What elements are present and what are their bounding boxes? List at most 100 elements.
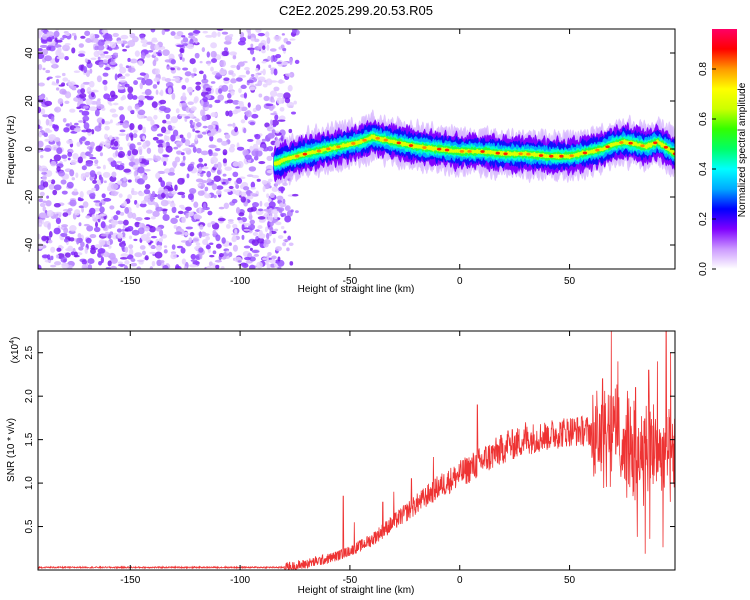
heatmap-noise-cell: [268, 257, 273, 261]
heatmap-ridge-cell: [442, 147, 446, 152]
heatmap-noise-cell: [117, 86, 125, 90]
heatmap-noise-cell: [188, 237, 193, 243]
heatmap-noise-cell: [131, 191, 138, 196]
heatmap-noise-cell: [238, 212, 245, 217]
heatmap-noise-cell: [79, 93, 87, 99]
heatmap-noise-cell: [222, 173, 227, 177]
heatmap-noise-cell: [44, 259, 52, 263]
heatmap-noise-cell: [165, 181, 173, 186]
heatmap-noise-cell: [207, 63, 211, 66]
heatmap-noise-cell: [117, 261, 123, 265]
heatmap-noise-cell: [181, 102, 188, 107]
heatmap-noise-cell: [191, 73, 195, 78]
heatmap-noise-cell: [286, 247, 290, 252]
heatmap-ridge-cell: [311, 149, 315, 155]
heatmap-noise-cell: [221, 140, 228, 146]
heatmap-noise-cell: [267, 178, 273, 183]
heatmap-noise-cell: [193, 201, 199, 208]
heatmap-noise-cell: [123, 219, 129, 226]
heatmap-noise-cell: [61, 263, 69, 269]
heatmap-noise-cell: [185, 212, 189, 219]
heatmap-noise-cell: [164, 78, 172, 83]
heatmap-noise-cell: [53, 30, 60, 38]
colorbar-tick-label: 0.4: [698, 162, 709, 176]
heatmap-noise-cell: [239, 31, 245, 38]
heatmap-noise-cell: [221, 237, 226, 244]
heatmap-noise-cell: [104, 139, 111, 146]
heatmap-noise-cell: [158, 237, 164, 243]
heatmap-peak-cell: [653, 141, 658, 145]
heatmap-noise-cell: [189, 264, 197, 268]
heatmap-noise-cell: [86, 225, 94, 232]
snr-series-line: [38, 331, 675, 570]
heatmap-noise-cell: [110, 219, 119, 226]
colorbar-ticks: 0.0 0.2 0.4 0.6 0.8: [698, 62, 716, 276]
heatmap-ridge-cell: [521, 151, 525, 157]
spectrogram-x-tick-label: -50: [343, 276, 358, 287]
heatmap-noise-cell: [211, 31, 217, 38]
heatmap-noise-cell: [41, 235, 48, 241]
heatmap-noise-cell: [266, 155, 273, 162]
heatmap-noise-cell: [250, 73, 255, 78]
colorbar-tick-label: 0.2: [698, 212, 709, 226]
heatmap-noise-cell: [205, 34, 213, 38]
heatmap-noise-cell: [144, 169, 151, 172]
heatmap-noise-cell: [151, 190, 156, 197]
heatmap-noise-cell: [207, 124, 214, 130]
heatmap-noise-cell: [118, 146, 123, 151]
heatmap-noise-cell: [146, 41, 153, 45]
heatmap-peak-cell: [569, 154, 574, 158]
heatmap-noise-cell: [210, 66, 214, 72]
heatmap-noise-cell: [104, 40, 112, 44]
heatmap-noise-cell: [48, 231, 53, 238]
heatmap-noise-cell: [100, 221, 106, 229]
heatmap-noise-cell: [231, 198, 238, 204]
heatmap-ridge-cell: [554, 153, 558, 159]
heatmap-noise-cell: [195, 81, 202, 85]
heatmap-noise-cell: [265, 31, 270, 38]
heatmap-noise-cell: [134, 104, 140, 110]
heatmap-noise-cell: [245, 110, 252, 118]
heatmap-noise-cell: [78, 205, 85, 209]
heatmap-noise-cell: [119, 256, 128, 260]
heatmap-noise-cell: [93, 200, 101, 203]
heatmap-ridge-cell: [462, 149, 466, 154]
heatmap-noise-cell: [78, 109, 83, 113]
heatmap-ridge-cell: [475, 148, 479, 154]
heatmap-noise-cell: [85, 215, 91, 219]
heatmap-noise-cell: [279, 202, 287, 208]
heatmap-noise-cell: [171, 244, 176, 250]
heatmap-noise-cell: [237, 161, 243, 168]
heatmap-noise-cell: [121, 181, 128, 188]
heatmap-noise-cell: [102, 72, 109, 77]
heatmap-noise-cell: [99, 213, 107, 217]
heatmap-noise-cell: [39, 202, 46, 208]
heatmap-peak-cell: [559, 154, 564, 158]
heatmap-ridge-cell: [453, 149, 457, 153]
heatmap-noise-cell: [261, 48, 266, 54]
heatmap-noise-cell: [41, 39, 48, 44]
heatmap-noise-cell: [211, 152, 219, 157]
heatmap-noise-cell: [128, 235, 133, 240]
heatmap-noise-cell: [75, 172, 79, 178]
heatmap-noise-cell: [103, 93, 111, 100]
heatmap-noise-cell: [235, 207, 241, 214]
heatmap-noise-cell: [182, 155, 186, 161]
heatmap-noise-cell: [211, 183, 218, 191]
heatmap-noise-cell: [157, 53, 163, 57]
heatmap-noise-cell: [150, 29, 156, 33]
heatmap-noise-cell: [98, 260, 102, 266]
heatmap-noise-cell: [149, 195, 154, 202]
heatmap-noise-cell: [70, 159, 77, 166]
heatmap-noise-cell: [261, 179, 268, 185]
heatmap-noise-cell: [64, 91, 72, 99]
heatmap-noise-cell: [199, 224, 204, 230]
heatmap-noise-cell: [186, 173, 190, 179]
heatmap-noise-cell: [98, 239, 106, 247]
heatmap-noise-cell: [219, 68, 227, 76]
heatmap-noise-cell: [119, 114, 126, 122]
heatmap-ridge-cell: [508, 151, 512, 157]
heatmap-noise-cell: [199, 60, 203, 64]
heatmap-noise-cell: [288, 128, 293, 134]
heatmap-noise-cell: [94, 109, 100, 117]
